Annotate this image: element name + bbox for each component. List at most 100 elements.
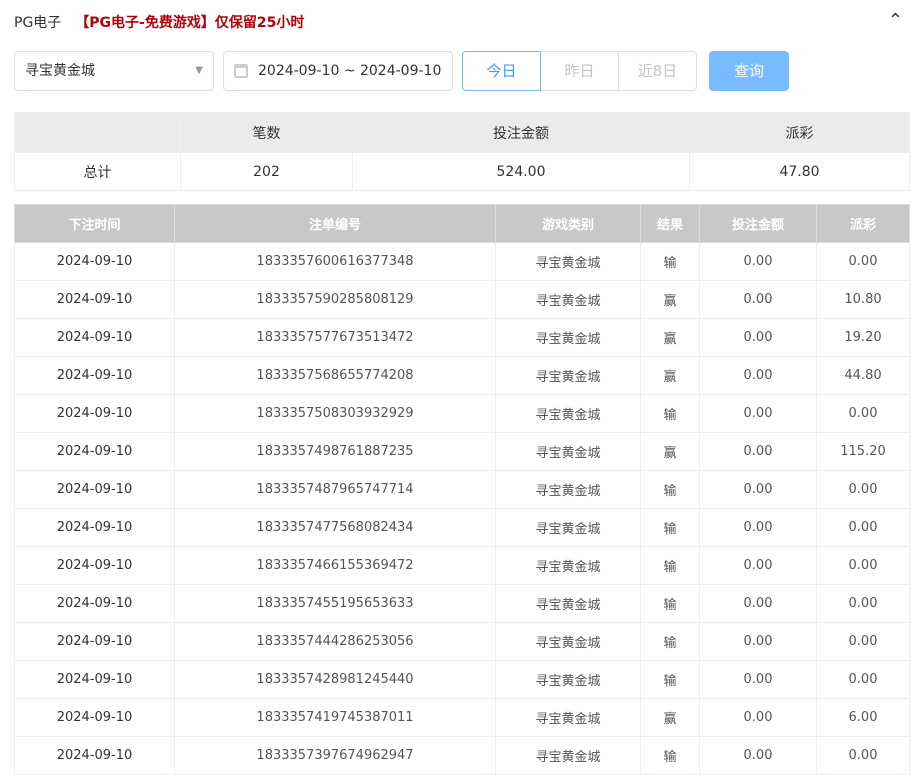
payout-cell: 0.00 bbox=[816, 242, 910, 281]
table-row: 2024-09-10 1833357508303932929 寻宝黄金城输 0.00 0… bbox=[14, 394, 910, 433]
result-cell: 输 bbox=[640, 736, 700, 775]
last-8-days-button[interactable]: 近8日 bbox=[618, 51, 697, 91]
bet-amount-cell: 0.00 bbox=[699, 736, 817, 775]
result-cell: 输 bbox=[640, 394, 700, 433]
game-type-cell: 寻宝黄金城 bbox=[495, 432, 641, 471]
summary-cell: 47.80 bbox=[689, 152, 910, 191]
table-row: 2024-09-10 1833357466155369472 寻宝黄金城输 0.00 0… bbox=[14, 546, 910, 585]
game-type-cell: 寻宝黄金城 bbox=[495, 546, 641, 585]
summary-table: 笔数 投注金额 派彩 总计 202 524.00 47.80 bbox=[14, 112, 910, 191]
result-cell: 输 bbox=[640, 660, 700, 699]
table-row: 2024-09-10 1833357577673513472 寻宝黄金城赢 0.00 1… bbox=[14, 318, 910, 357]
result-cell: 赢 bbox=[640, 698, 700, 737]
column-header: 派彩 bbox=[816, 204, 910, 243]
bet-amount-cell: 0.00 bbox=[699, 318, 817, 357]
bet-time-cell: 2024-09-10 bbox=[14, 280, 175, 319]
result-cell: 输 bbox=[640, 508, 700, 547]
payout-cell: 0.00 bbox=[816, 660, 910, 699]
payout-cell: 19.20 bbox=[816, 318, 910, 357]
result-cell: 赢 bbox=[640, 432, 700, 471]
summary-header bbox=[14, 112, 181, 153]
game-select-value: 寻宝黄金城 bbox=[25, 63, 95, 79]
column-header: 结果 bbox=[640, 204, 700, 243]
result-cell: 输 bbox=[640, 546, 700, 585]
bet-time-cell: 2024-09-10 bbox=[14, 394, 175, 433]
table-row: 2024-09-10 1833357455195653633 寻宝黄金城输 0.00 0… bbox=[14, 584, 910, 623]
payout-cell: 0.00 bbox=[816, 470, 910, 509]
today-button[interactable]: 今日 bbox=[462, 51, 541, 91]
payout-cell: 0.00 bbox=[816, 622, 910, 661]
bet-amount-cell: 0.00 bbox=[699, 508, 817, 547]
bet-amount-cell: 0.00 bbox=[699, 432, 817, 471]
summary-header: 笔数 bbox=[180, 112, 353, 153]
order-id-cell: 1833357577673513472 bbox=[174, 318, 496, 357]
chevron-up-icon[interactable]: ⌃ bbox=[887, 10, 903, 31]
order-id-cell: 1833357568655774208 bbox=[174, 356, 496, 395]
bet-amount-cell: 0.00 bbox=[699, 660, 817, 699]
game-type-cell: 寻宝黄金城 bbox=[495, 622, 641, 661]
game-type-cell: 寻宝黄金城 bbox=[495, 584, 641, 623]
bet-time-cell: 2024-09-10 bbox=[14, 242, 175, 281]
bet-amount-cell: 0.00 bbox=[699, 280, 817, 319]
section-title: PG电子 bbox=[14, 15, 62, 31]
bet-time-cell: 2024-09-10 bbox=[14, 470, 175, 509]
order-id-cell: 1833357498761887235 bbox=[174, 432, 496, 471]
header: PG电子 【PG电子-免费游戏】仅保留25小时 bbox=[14, 12, 304, 32]
bet-amount-cell: 0.00 bbox=[699, 622, 817, 661]
table-row: 2024-09-10 1833357419745387011 寻宝黄金城赢 0.00 6… bbox=[14, 698, 910, 737]
bet-amount-cell: 0.00 bbox=[699, 698, 817, 737]
game-type-cell: 寻宝黄金城 bbox=[495, 394, 641, 433]
payout-cell: 0.00 bbox=[816, 584, 910, 623]
table-row: 2024-09-10 1833357590285808129 寻宝黄金城赢 0.00 1… bbox=[14, 280, 910, 319]
game-type-cell: 寻宝黄金城 bbox=[495, 736, 641, 775]
notice-text: 【PG电子-免费游戏】仅保留25小时 bbox=[75, 15, 305, 31]
bet-amount-cell: 0.00 bbox=[699, 470, 817, 509]
summary-cell: 202 bbox=[180, 152, 353, 191]
order-id-cell: 1833357466155369472 bbox=[174, 546, 496, 585]
bet-time-cell: 2024-09-10 bbox=[14, 546, 175, 585]
result-cell: 输 bbox=[640, 584, 700, 623]
payout-cell: 0.00 bbox=[816, 394, 910, 433]
game-type-cell: 寻宝黄金城 bbox=[495, 318, 641, 357]
payout-cell: 0.00 bbox=[816, 508, 910, 547]
table-row: 2024-09-10 1833357568655774208 寻宝黄金城赢 0.00 4… bbox=[14, 356, 910, 395]
bet-time-cell: 2024-09-10 bbox=[14, 584, 175, 623]
payout-cell: 44.80 bbox=[816, 356, 910, 395]
date-range-picker[interactable]: 2024-09-10 ~ 2024-09-10 bbox=[223, 51, 453, 91]
table-row: 2024-09-10 1833357600616377348 寻宝黄金城输 0.00 0… bbox=[14, 242, 910, 281]
summary-header: 投注金额 bbox=[352, 112, 690, 153]
query-button[interactable]: 查询 bbox=[709, 51, 789, 91]
bet-amount-cell: 0.00 bbox=[699, 584, 817, 623]
order-id-cell: 1833357487965747714 bbox=[174, 470, 496, 509]
column-header: 注单编号 bbox=[174, 204, 496, 243]
order-id-cell: 1833357455195653633 bbox=[174, 584, 496, 623]
bet-time-cell: 2024-09-10 bbox=[14, 432, 175, 471]
bet-time-cell: 2024-09-10 bbox=[14, 660, 175, 699]
bet-time-cell: 2024-09-10 bbox=[14, 356, 175, 395]
column-header: 投注金额 bbox=[699, 204, 817, 243]
summary-header: 派彩 bbox=[689, 112, 910, 153]
summary-cell: 总计 bbox=[14, 152, 181, 191]
bet-amount-cell: 0.00 bbox=[699, 394, 817, 433]
yesterday-button[interactable]: 昨日 bbox=[540, 51, 619, 91]
order-id-cell: 1833357444286253056 bbox=[174, 622, 496, 661]
bet-time-cell: 2024-09-10 bbox=[14, 698, 175, 737]
game-select[interactable]: 寻宝黄金城 ▼ bbox=[14, 51, 214, 91]
game-type-cell: 寻宝黄金城 bbox=[495, 470, 641, 509]
payout-cell: 115.20 bbox=[816, 432, 910, 471]
result-cell: 赢 bbox=[640, 318, 700, 357]
result-cell: 赢 bbox=[640, 356, 700, 395]
order-id-cell: 1833357508303932929 bbox=[174, 394, 496, 433]
bet-amount-cell: 0.00 bbox=[699, 546, 817, 585]
table-row: 2024-09-10 1833357498761887235 寻宝黄金城赢 0.00 1… bbox=[14, 432, 910, 471]
result-cell: 赢 bbox=[640, 280, 700, 319]
bet-time-cell: 2024-09-10 bbox=[14, 508, 175, 547]
order-id-cell: 1833357600616377348 bbox=[174, 242, 496, 281]
table-row: 2024-09-10 1833357444286253056 寻宝黄金城输 0.00 0… bbox=[14, 622, 910, 661]
order-id-cell: 1833357590285808129 bbox=[174, 280, 496, 319]
bet-records-table: 下注时间 注单编号 游戏类别 结果 投注金额 派彩 2024-09-10 183335760… bbox=[14, 204, 910, 775]
bet-amount-cell: 0.00 bbox=[699, 356, 817, 395]
caret-down-icon: ▼ bbox=[195, 65, 203, 76]
game-type-cell: 寻宝黄金城 bbox=[495, 698, 641, 737]
table-row: 2024-09-10 1833357428981245440 寻宝黄金城输 0.00 0… bbox=[14, 660, 910, 699]
